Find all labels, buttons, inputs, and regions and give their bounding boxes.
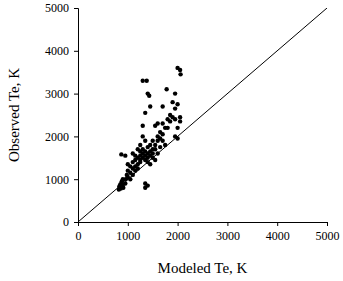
point <box>153 158 157 162</box>
point <box>178 68 182 72</box>
point <box>148 104 152 108</box>
y-tick-mark <box>74 136 78 137</box>
point <box>128 177 132 181</box>
x-tick-label: 1000 <box>116 229 140 243</box>
point <box>160 104 164 108</box>
point <box>145 79 149 83</box>
point <box>165 126 169 130</box>
y-tick: 4000 <box>45 44 78 58</box>
point <box>173 134 177 138</box>
x-tick-mark <box>327 222 328 226</box>
x-axis-line <box>79 223 328 227</box>
point <box>160 121 164 125</box>
y-axis: 0 1000 2000 3000 4000 5000 <box>45 1 79 229</box>
point <box>123 153 127 157</box>
y-tick: 0 <box>63 215 78 229</box>
point <box>158 136 162 140</box>
point <box>155 151 159 155</box>
point <box>151 138 155 142</box>
point <box>147 94 151 98</box>
point <box>158 145 162 149</box>
identity-line <box>78 8 327 222</box>
chart: 0 1000 2000 3000 4000 5000 0 1000 2000 3000 4000 50… <box>0 0 343 281</box>
point <box>178 119 182 123</box>
point <box>141 79 145 83</box>
point <box>173 91 177 95</box>
point <box>138 158 142 162</box>
x-tick-mark <box>277 222 278 226</box>
point <box>136 147 140 151</box>
marks <box>78 8 327 222</box>
x-tick-label: 0 <box>76 229 82 243</box>
x-tick: 3000 <box>216 222 240 243</box>
point <box>141 134 145 138</box>
point <box>178 72 182 76</box>
x-axis-title: Modeled Te, K <box>158 260 248 276</box>
y-tick-label: 0 <box>63 215 69 229</box>
y-tick-label: 5000 <box>45 1 69 15</box>
y-tick-label: 4000 <box>45 44 69 58</box>
point <box>146 183 150 187</box>
point <box>131 173 135 177</box>
y-tick: 3000 <box>45 87 78 101</box>
x-tick: 4000 <box>266 222 290 243</box>
point <box>163 143 167 147</box>
point <box>153 124 157 128</box>
point <box>168 119 172 123</box>
point <box>119 152 123 156</box>
y-tick-mark <box>74 8 78 9</box>
x-tick-mark <box>227 222 228 226</box>
y-tick-label: 1000 <box>45 173 69 187</box>
x-tick-label: 5000 <box>316 229 340 243</box>
point <box>153 147 157 151</box>
x-tick-mark <box>178 222 179 226</box>
point <box>178 115 182 119</box>
point <box>148 143 152 147</box>
x-tick-label: 2000 <box>166 229 190 243</box>
point <box>160 132 164 136</box>
y-tick: 5000 <box>45 1 78 15</box>
point <box>153 143 157 147</box>
y-tick: 1000 <box>45 173 78 187</box>
x-tick: 2000 <box>166 222 190 243</box>
point <box>164 87 168 91</box>
point <box>141 124 145 128</box>
y-tick-label: 3000 <box>45 87 69 101</box>
x-tick-label: 3000 <box>216 229 240 243</box>
point <box>143 138 147 142</box>
point <box>173 106 177 110</box>
point <box>148 162 152 166</box>
point <box>121 186 125 190</box>
x-tick-label: 4000 <box>266 229 290 243</box>
y-tick-mark <box>74 94 78 95</box>
point <box>123 181 127 185</box>
y-tick-mark <box>74 51 78 52</box>
point <box>136 166 140 170</box>
point <box>170 100 174 104</box>
point <box>173 117 177 121</box>
point <box>138 143 142 147</box>
point <box>143 111 147 115</box>
point <box>133 153 137 157</box>
x-tick: 1000 <box>116 222 140 243</box>
x-tick: 0 <box>76 222 82 243</box>
x-axis: 0 1000 2000 3000 4000 5000 <box>76 222 340 243</box>
point <box>175 102 179 106</box>
point <box>151 151 155 155</box>
y-tick-label: 2000 <box>45 130 69 144</box>
y-axis-title: Observed Te, K <box>6 68 22 162</box>
x-tick: 5000 <box>316 222 340 243</box>
x-tick-mark <box>128 222 129 226</box>
point <box>175 126 179 130</box>
point <box>131 160 135 164</box>
y-tick-mark <box>74 222 78 223</box>
y-tick-mark <box>74 179 78 180</box>
y-tick: 2000 <box>45 130 78 144</box>
plot-area: 0 1000 2000 3000 4000 5000 0 1000 2000 3000 4000 50… <box>45 1 340 242</box>
point <box>128 164 132 168</box>
y-axis-line <box>74 9 79 223</box>
